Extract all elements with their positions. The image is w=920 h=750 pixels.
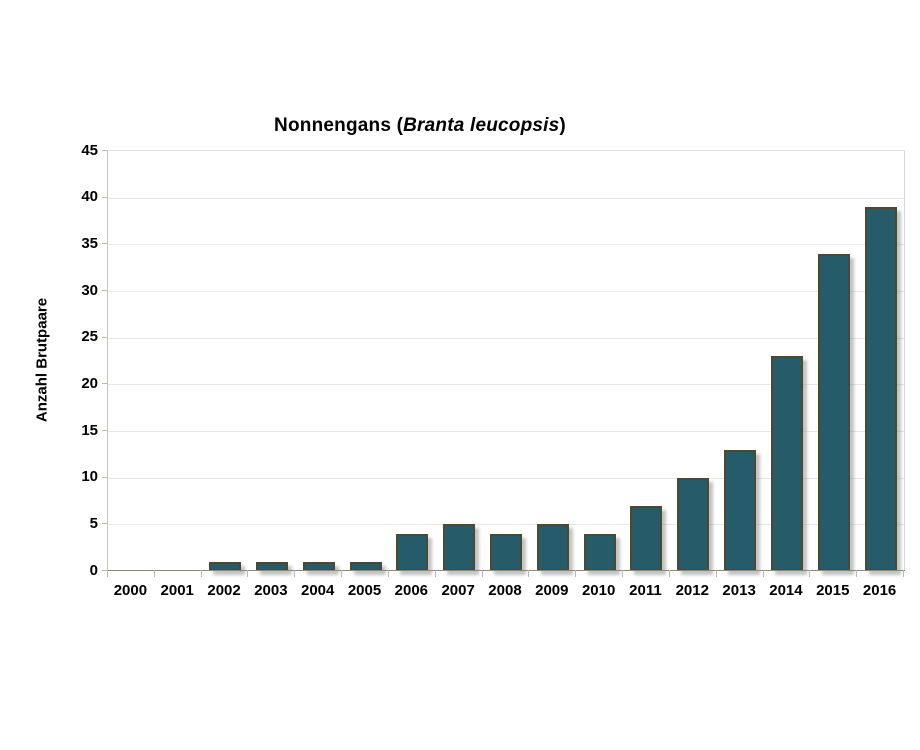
x-tick-mark-6 bbox=[387, 570, 389, 577]
x-tick-mark-0 bbox=[107, 570, 108, 577]
x-tick-mark-7 bbox=[434, 570, 436, 577]
bar-2005 bbox=[349, 561, 382, 571]
x-tick-label-2001: 2001 bbox=[160, 582, 194, 599]
bar-2016 bbox=[864, 207, 897, 571]
x-tick-label-2013: 2013 bbox=[722, 582, 756, 599]
gridline-y-40 bbox=[108, 197, 904, 199]
x-tick-mark-10 bbox=[575, 570, 577, 577]
y-tick-mark-25 bbox=[102, 336, 107, 338]
x-tick-label-2009: 2009 bbox=[535, 582, 569, 599]
chart-title-species: Branta leucopsis bbox=[403, 115, 560, 136]
x-tick-label-2011: 2011 bbox=[629, 582, 662, 599]
bar-2014 bbox=[770, 356, 803, 571]
bar-2015 bbox=[817, 253, 850, 571]
y-tick-label-15: 15 bbox=[81, 421, 98, 439]
x-tick-label-2003: 2003 bbox=[254, 582, 288, 599]
bar-2009 bbox=[536, 524, 569, 571]
x-tick-label-2012: 2012 bbox=[675, 582, 709, 599]
chart-title: Nonnengans (Branta leucopsis) bbox=[0, 115, 840, 137]
x-tick-label-2005: 2005 bbox=[347, 582, 382, 599]
x-tick-label-2015: 2015 bbox=[816, 582, 850, 599]
y-tick-label-25: 25 bbox=[81, 328, 98, 346]
y-tick-label-0: 0 bbox=[89, 561, 98, 579]
x-tick-mark-12 bbox=[668, 570, 670, 577]
bar-2007 bbox=[443, 524, 476, 571]
x-tick-mark-17 bbox=[903, 570, 904, 577]
gridline-y-30 bbox=[108, 291, 904, 292]
bar-2003 bbox=[255, 561, 288, 571]
x-tick-mark-15 bbox=[809, 570, 811, 577]
x-tick-mark-5 bbox=[341, 570, 343, 577]
x-tick-mark-13 bbox=[715, 570, 717, 577]
x-tick-label-2002: 2002 bbox=[207, 582, 241, 599]
x-tick-label-2000: 2000 bbox=[113, 582, 148, 599]
gridline-y-25 bbox=[108, 337, 904, 339]
y-tick-label-5: 5 bbox=[89, 514, 98, 532]
chart-title-suffix: ) bbox=[559, 115, 566, 136]
bar-2006 bbox=[396, 533, 429, 571]
y-tick-label-40: 40 bbox=[81, 188, 98, 206]
x-axis-line bbox=[105, 570, 905, 571]
x-tick-mark-2 bbox=[200, 570, 202, 577]
bar-2002 bbox=[209, 561, 242, 571]
bar-2004 bbox=[302, 561, 335, 571]
x-tick-mark-1 bbox=[153, 570, 155, 577]
gridline-y-5 bbox=[108, 524, 904, 526]
bar-2011 bbox=[630, 505, 663, 571]
bar-2013 bbox=[724, 449, 757, 571]
gridline-y-20 bbox=[108, 384, 904, 386]
x-tick-mark-14 bbox=[762, 570, 764, 577]
y-tick-mark-40 bbox=[102, 196, 107, 198]
y-tick-label-10: 10 bbox=[81, 468, 98, 486]
y-tick-label-45: 45 bbox=[81, 141, 98, 159]
x-tick-label-2014: 2014 bbox=[769, 582, 803, 599]
chart-title-prefix: Nonnengans ( bbox=[274, 115, 404, 136]
y-tick-mark-0 bbox=[102, 570, 107, 571]
x-tick-label-2007: 2007 bbox=[441, 582, 475, 599]
y-tick-mark-20 bbox=[102, 383, 107, 385]
x-tick-label-2004: 2004 bbox=[301, 582, 335, 599]
y-tick-mark-10 bbox=[102, 476, 107, 478]
x-tick-label-2016: 2016 bbox=[862, 582, 897, 599]
gridline-y-35 bbox=[108, 244, 904, 246]
x-tick-label-2006: 2006 bbox=[394, 582, 429, 599]
y-tick-label-30: 30 bbox=[81, 281, 98, 299]
y-tick-mark-5 bbox=[102, 523, 107, 525]
x-tick-mark-9 bbox=[528, 570, 530, 577]
bar-2012 bbox=[677, 477, 710, 571]
gridline-y-15 bbox=[108, 431, 904, 432]
y-axis-title: Anzahl Brutpaare bbox=[33, 297, 51, 423]
y-tick-label-20: 20 bbox=[81, 374, 98, 392]
x-tick-mark-8 bbox=[481, 570, 483, 577]
x-tick-mark-3 bbox=[247, 570, 249, 577]
x-tick-mark-4 bbox=[294, 570, 296, 577]
x-tick-label-2008: 2008 bbox=[488, 582, 522, 599]
plot-area bbox=[107, 150, 905, 571]
bar-2008 bbox=[490, 533, 522, 571]
y-tick-label-35: 35 bbox=[81, 234, 98, 252]
y-tick-mark-45 bbox=[102, 150, 107, 151]
x-tick-label-2010: 2010 bbox=[581, 582, 616, 599]
gridline-y-10 bbox=[108, 477, 904, 479]
x-tick-mark-16 bbox=[856, 570, 858, 577]
y-tick-mark-35 bbox=[102, 243, 107, 245]
bar-2010 bbox=[583, 533, 616, 571]
x-tick-mark-11 bbox=[622, 570, 624, 577]
y-tick-mark-30 bbox=[102, 290, 107, 291]
y-tick-mark-15 bbox=[102, 430, 107, 431]
